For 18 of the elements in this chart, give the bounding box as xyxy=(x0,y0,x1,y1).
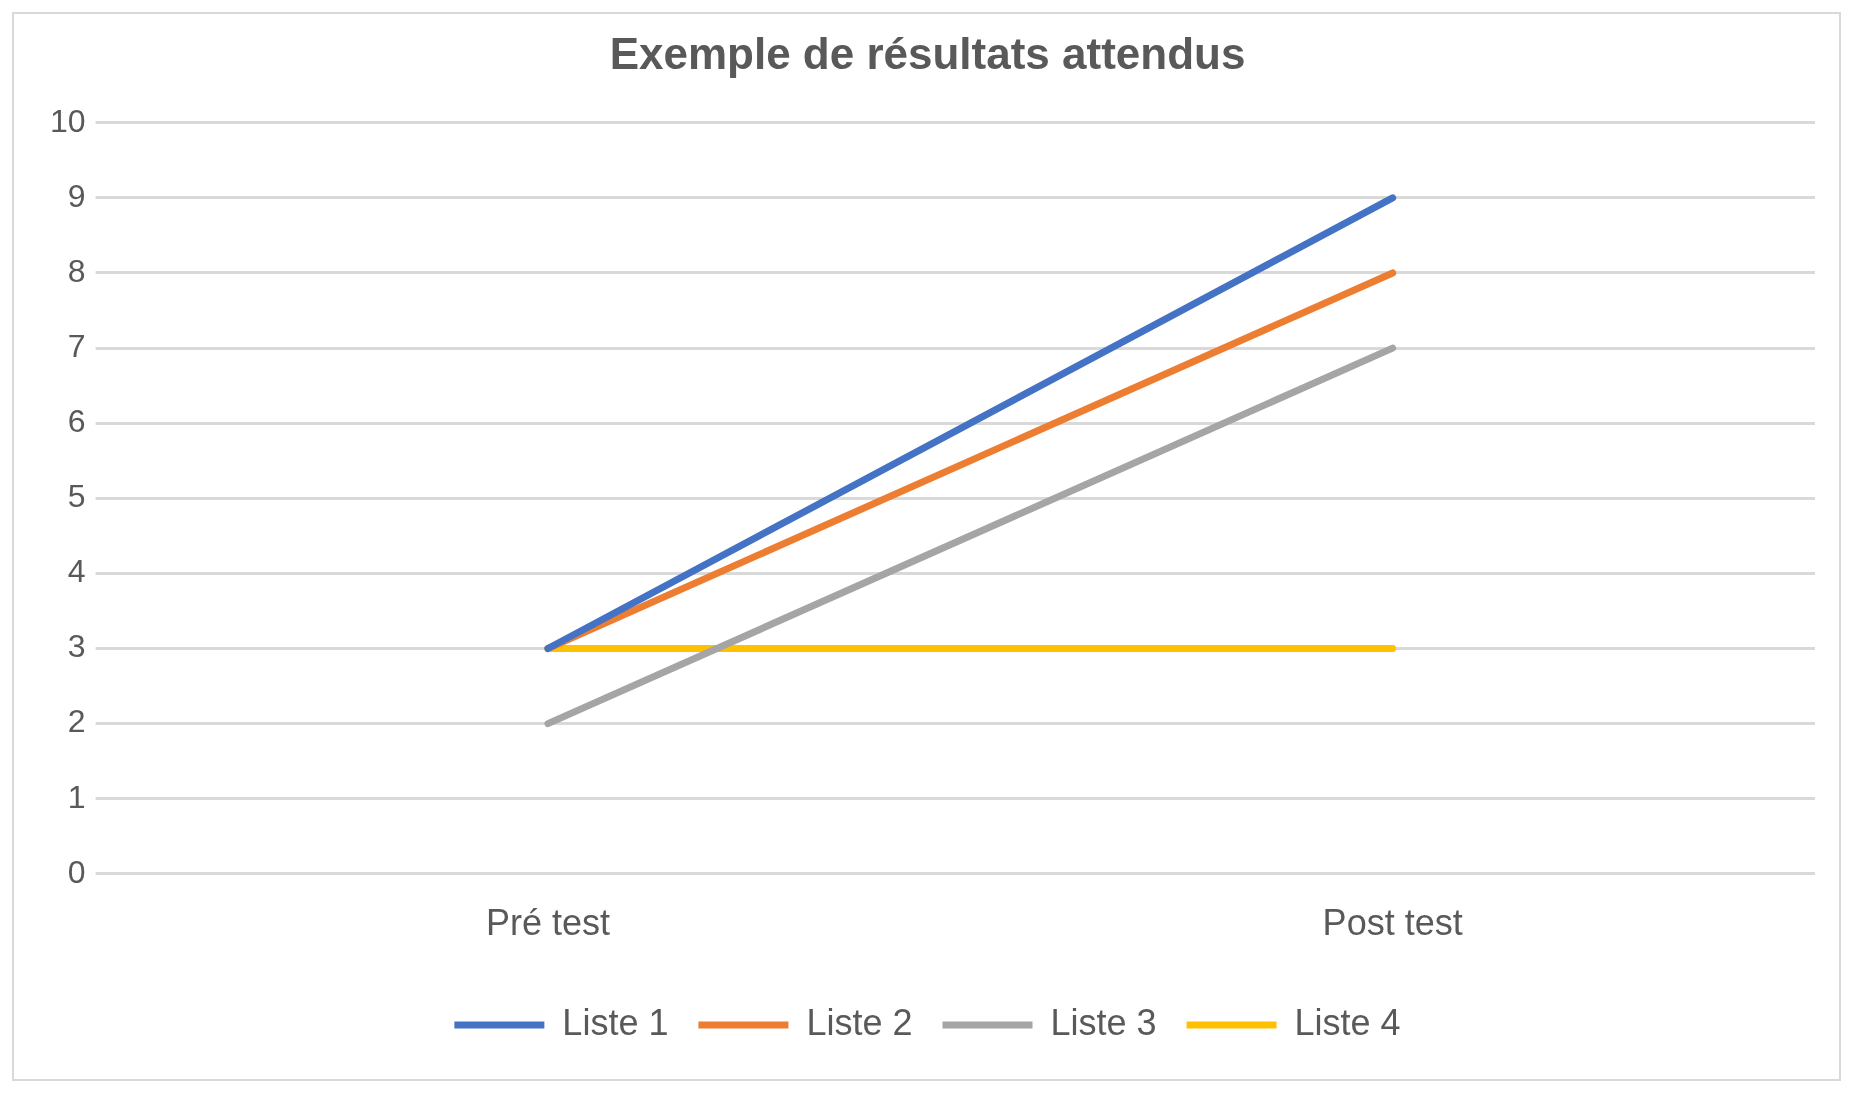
legend-label: Liste 2 xyxy=(806,1001,913,1043)
y-tick-label: 6 xyxy=(67,403,86,440)
x-tick-label: Post test xyxy=(1322,902,1463,944)
y-tick-label: 1 xyxy=(67,778,86,815)
legend-label: Liste 1 xyxy=(562,1001,669,1043)
y-tick-label: 5 xyxy=(67,478,86,515)
chart-title: Exemple de résultats attendus xyxy=(609,28,1246,78)
y-tick-label: 10 xyxy=(50,102,86,139)
legend-label: Liste 3 xyxy=(1050,1001,1157,1043)
y-tick-label: 2 xyxy=(67,703,86,740)
y-tick-label: 3 xyxy=(67,628,86,665)
y-tick-label: 4 xyxy=(67,553,86,590)
y-tick-label: 0 xyxy=(67,853,86,890)
y-tick-label: 7 xyxy=(67,327,86,364)
x-tick-label: Pré test xyxy=(485,902,610,944)
y-tick-label: 9 xyxy=(67,177,86,214)
y-tick-label: 8 xyxy=(67,252,86,289)
legend-label: Liste 4 xyxy=(1294,1001,1401,1043)
